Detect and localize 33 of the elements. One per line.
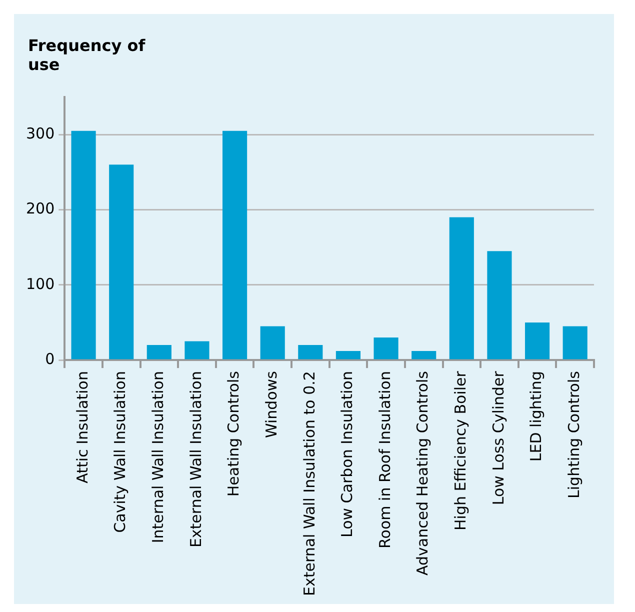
x-tick-label: Low Loss Cylinder [489,370,508,506]
bar [562,326,588,360]
x-tick-label: High Efficiency Boiler [452,370,470,531]
bar [184,341,210,360]
y-axis-title: Frequency of use [28,36,146,74]
bar [146,345,172,360]
y-tick-label: 0 [45,350,55,368]
x-tick-label: External Wall Insulation to 0.2 [300,371,318,596]
bar [109,164,134,360]
x-tick-label: Advanced Heating Controls [414,370,432,576]
bar [298,345,323,360]
x-tick-label: Cavity Wall Insulation [111,371,130,533]
x-tick-label: External Wall Insulation [186,371,205,548]
x-tick-label: Lighting Controls [564,370,583,498]
bar [487,251,512,360]
x-tick-label: Internal Wall Insulation [149,371,168,544]
y-tick-label: 300 [26,124,55,142]
x-tick-label: LED lighting [527,371,546,462]
y-tick-label: 200 [26,200,55,218]
x-tick-label: Room in Roof Insulation [376,371,394,548]
bar [524,322,550,360]
bar [412,351,436,360]
bar [374,337,398,360]
bar [222,130,248,360]
x-tick-label: Heating Controls [224,370,243,497]
bar [449,217,474,360]
x-tick-label: Low Carbon Insulation [338,371,356,538]
y-tick-label: 100 [26,274,55,293]
bar [336,351,361,360]
x-tick-label: Attic Insulation [73,371,92,484]
bar [260,326,285,360]
x-tick-label: Windows [262,370,280,438]
bar [71,130,96,360]
